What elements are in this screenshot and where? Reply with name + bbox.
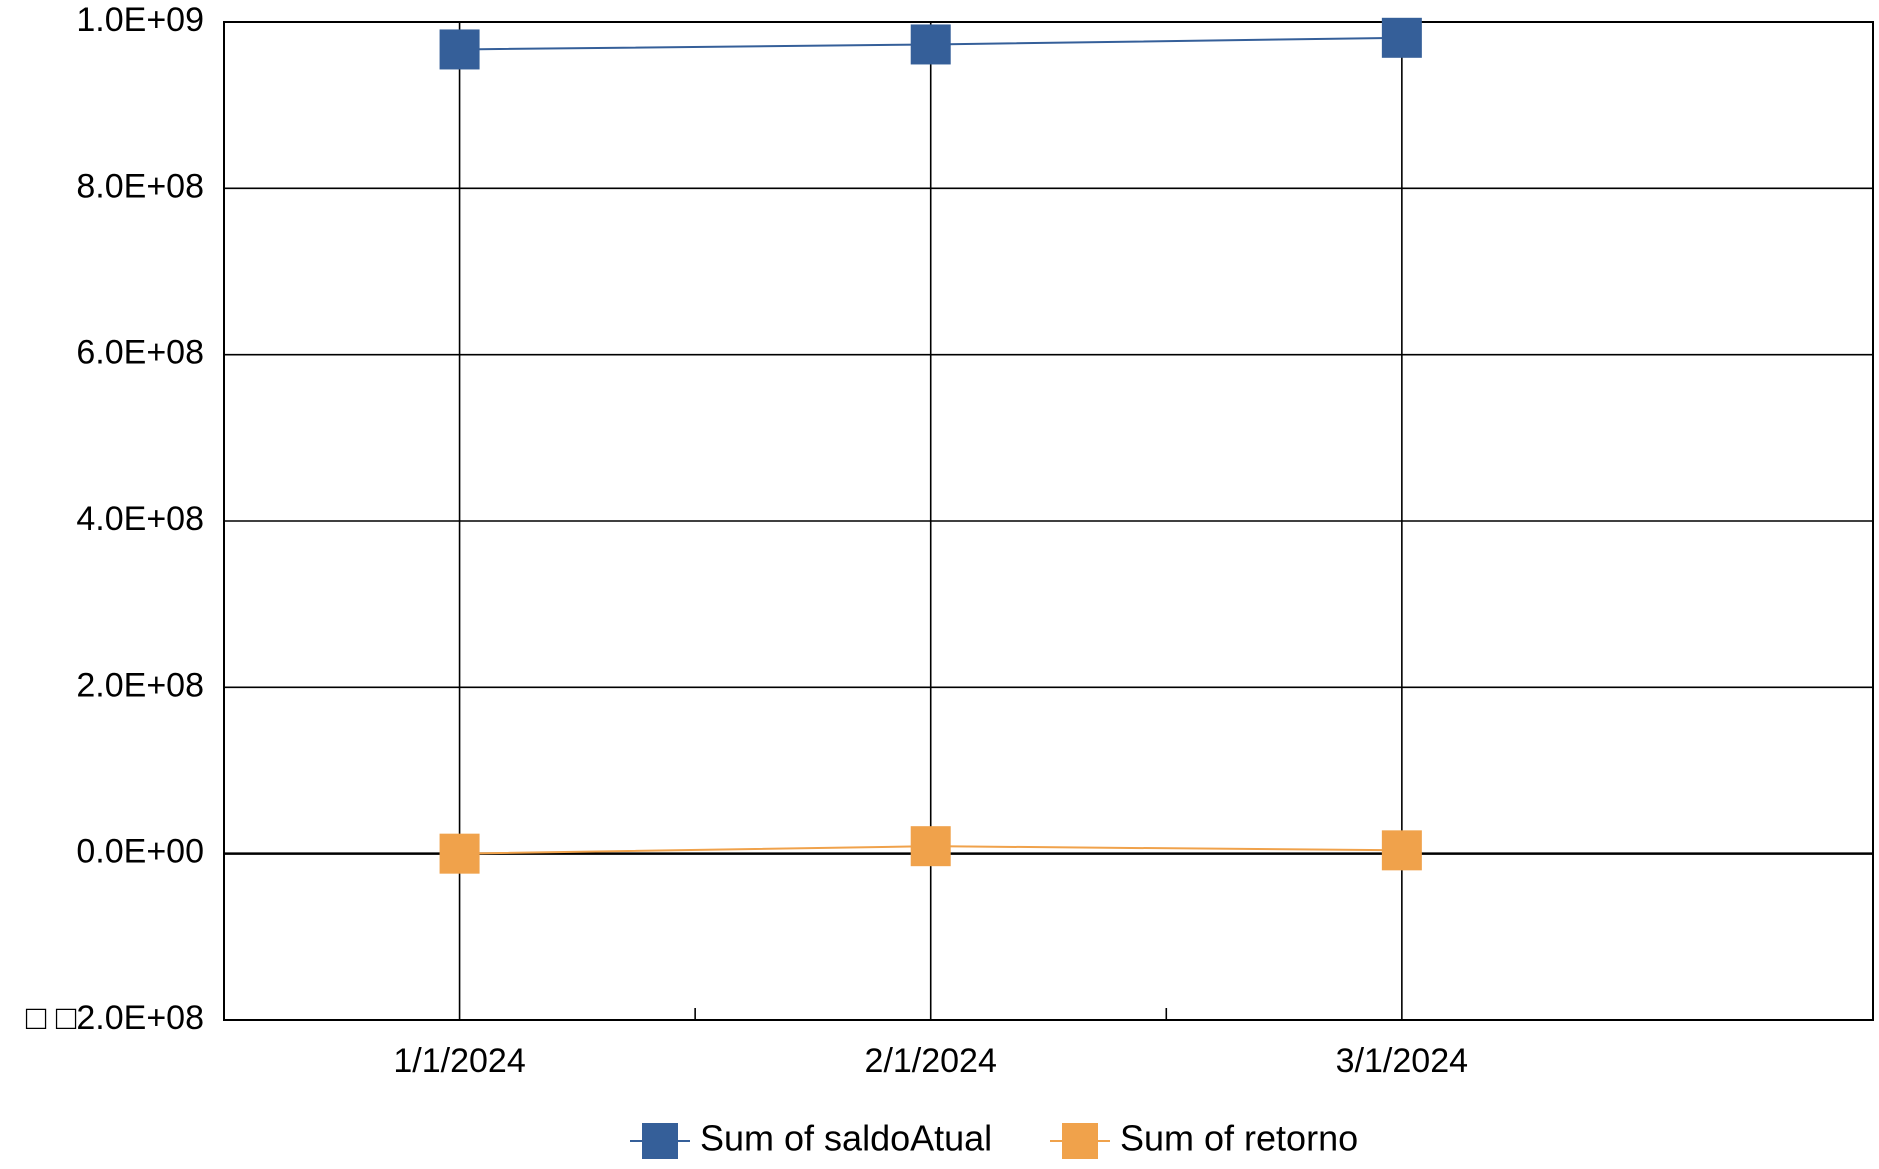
x-tick-label: 1/1/2024 bbox=[393, 1042, 525, 1080]
data-point-marker bbox=[1381, 830, 1422, 871]
data-point-marker bbox=[1381, 17, 1422, 58]
y-tick-label: 1.0E+09 bbox=[76, 1, 204, 39]
y-tick-label: 0.0E+00 bbox=[76, 833, 204, 871]
plot-area-border bbox=[223, 21, 1874, 1021]
data-point-marker bbox=[439, 29, 480, 70]
legend-marker bbox=[642, 1123, 678, 1159]
y-axis-tick-labels: □ □2.0E+08 0.0E+00 2.0E+08 4.0E+08 6.0E+08 8.… bbox=[26, 1, 204, 1037]
y-tick-label: 2.0E+08 bbox=[76, 666, 204, 704]
legend-label: Sum of retorno bbox=[1120, 1118, 1358, 1159]
y-tick-label: 4.0E+08 bbox=[76, 500, 204, 538]
data-point-marker bbox=[910, 24, 951, 65]
data-point-marker bbox=[910, 826, 951, 867]
legend: Sum of saldoAtual Sum of retorno bbox=[630, 1118, 1358, 1159]
legend-marker bbox=[1062, 1123, 1098, 1159]
axes bbox=[223, 21, 1874, 1021]
x-axis-tick-labels: 1/1/2024 2/1/2024 3/1/2024 bbox=[393, 1042, 1468, 1080]
y-tick-label: □ □2.0E+08 bbox=[26, 999, 204, 1037]
x-tick-label: 2/1/2024 bbox=[865, 1042, 997, 1080]
x-tick-label: 3/1/2024 bbox=[1336, 1042, 1468, 1080]
y-tick-label: 8.0E+08 bbox=[76, 167, 204, 205]
y-tick-label: 6.0E+08 bbox=[76, 334, 204, 372]
legend-label: Sum of saldoAtual bbox=[700, 1118, 992, 1159]
data-point-marker bbox=[439, 833, 480, 874]
series-group bbox=[439, 17, 1422, 874]
